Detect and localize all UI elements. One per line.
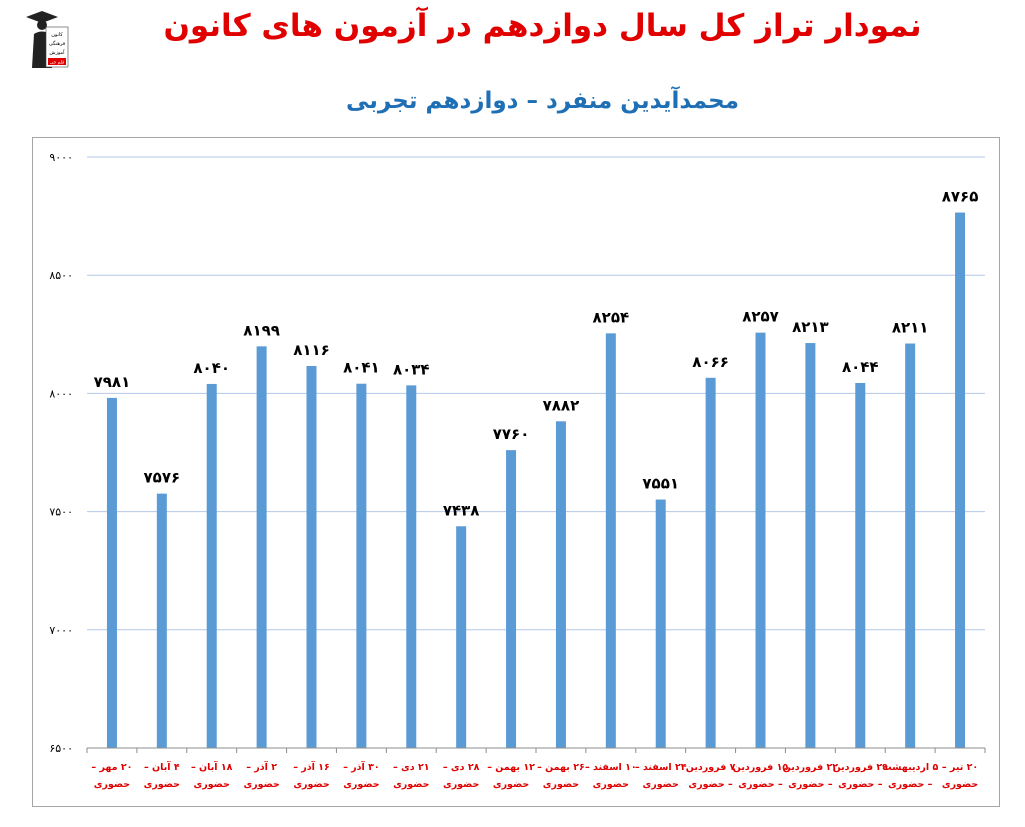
y-tick-label: ۷۰۰۰ — [49, 624, 73, 637]
y-tick-label: ۹۰۰۰ — [49, 151, 73, 164]
x-category-label: ۳۰ آذر – — [343, 760, 380, 773]
data-label: ۸۲۱۱ — [892, 319, 929, 337]
x-category-label: حضوری — [94, 779, 130, 790]
bar — [206, 383, 217, 748]
x-category-label: حضوری — [293, 779, 329, 790]
bar — [705, 377, 716, 748]
gridlines — [87, 156, 985, 749]
kanoon-logo: کانون فرهنگی آموزش قلم چی — [22, 8, 70, 74]
x-category-label: ۲۹ فروردین — [833, 762, 889, 773]
bar — [955, 212, 966, 748]
bar — [905, 343, 916, 748]
x-category-label: حضوری — [593, 779, 629, 790]
x-category-label: ۲۶ بهمن – — [537, 762, 585, 773]
bar — [456, 526, 467, 748]
data-label: ۸۰۶۶ — [692, 353, 729, 371]
bar — [256, 346, 267, 748]
data-label: ۸۰۳۴ — [393, 360, 430, 378]
bars — [106, 212, 966, 748]
x-category-label: حضوری — [443, 779, 479, 790]
x-category-label: حضوری — [393, 779, 429, 790]
x-category-label: حضوری — [643, 779, 679, 790]
x-category-label: ۱۵ فروردین — [733, 762, 789, 773]
bar — [655, 499, 666, 748]
x-category-label: – حضوری — [788, 779, 833, 790]
bar — [156, 493, 167, 748]
x-axis-categories: ۲۰ مهر – حضوری ۴ آبان – حضوری ۱۸ آبان – حضوری… — [86, 748, 986, 790]
bar — [555, 421, 566, 748]
bar — [506, 450, 517, 748]
x-category-label: ۱۶ آذر – — [293, 760, 330, 773]
x-category-label: ۲۱ دی – — [393, 762, 430, 773]
x-category-label: – حضوری — [838, 779, 883, 790]
data-label: ۷۹۸۱ — [94, 373, 131, 391]
data-label: ۸۰۴۰ — [193, 359, 230, 377]
data-label: ۷۵۷۶ — [144, 469, 181, 487]
y-tick-label: ۸۰۰۰ — [49, 387, 73, 400]
x-category-label: حضوری — [243, 779, 279, 790]
bar — [855, 382, 866, 748]
x-category-label: – حضوری — [738, 779, 783, 790]
y-axis-ticks: ۶۵۰۰ ۷۰۰۰ ۷۵۰۰ ۸۰۰۰ ۸۵۰۰ ۹۰۰۰ — [49, 151, 73, 755]
x-category-label: ۱۲ بهمن – — [487, 762, 535, 773]
x-category-label: حضوری — [144, 779, 180, 790]
x-category-label: ۱۸ آبان – — [191, 760, 233, 773]
bar — [306, 365, 317, 748]
data-label: ۸۰۴۴ — [842, 358, 879, 376]
x-category-label: ۱۰ اسفند – — [585, 762, 637, 773]
data-label: ۸۷۶۵ — [942, 188, 979, 206]
data-label: ۸۱۱۶ — [293, 341, 330, 359]
x-category-label: حضوری — [343, 779, 379, 790]
x-category-label: ۲۲ فروردین — [783, 762, 839, 773]
chart-frame — [32, 137, 1000, 807]
x-category-label: – حضوری — [888, 779, 933, 790]
data-label: ۷۷۶۰ — [493, 425, 530, 443]
logo-text-3: آموزش — [49, 49, 65, 56]
x-category-label: ۵ اردیبهشت — [882, 762, 938, 773]
logo-text-4: قلم چی — [50, 61, 65, 66]
x-category-label: ۴ آبان – — [144, 760, 180, 773]
x-category-label: حضوری — [543, 779, 579, 790]
bar — [805, 343, 816, 748]
data-label: ۷۴۳۸ — [443, 501, 480, 519]
logo-text-2: فرهنگی — [49, 40, 66, 47]
x-category-label: ۲۰ مهر – — [91, 762, 132, 773]
bar — [406, 385, 417, 748]
data-label: ۸۲۱۳ — [792, 318, 829, 336]
logo-graphic: کانون فرهنگی آموزش قلم چی — [26, 11, 69, 68]
x-category-label: حضوری — [194, 779, 230, 790]
data-label: ۸۰۴۱ — [343, 359, 380, 377]
x-category-label: حضوری — [493, 779, 529, 790]
logo-text-1: کانون — [51, 32, 63, 38]
bar — [356, 383, 367, 748]
x-category-label: ۲۰ تیر – — [942, 762, 978, 773]
chart-title: نمودار تراز کل سال دوازدهم در آزمون های … — [163, 8, 922, 44]
x-category-label: حضوری — [942, 779, 978, 790]
x-category-label: – حضوری — [688, 779, 733, 790]
data-label: ۸۲۵۷ — [742, 308, 779, 326]
chart-subtitle: محمدآیدین منفرد – دوازدهم تجربی — [346, 88, 739, 114]
x-category-label: ۷ فروردین — [686, 762, 736, 773]
data-label: ۸۱۹۹ — [243, 321, 280, 339]
bar — [106, 397, 117, 748]
y-tick-label: ۶۵۰۰ — [49, 742, 73, 755]
x-category-label: ۲۸ دی – — [443, 762, 480, 773]
y-tick-label: ۸۵۰۰ — [49, 269, 73, 282]
data-label: ۷۵۵۱ — [642, 475, 679, 493]
data-label: ۷۸۸۲ — [543, 396, 580, 414]
bar — [605, 333, 616, 748]
data-label: ۸۲۵۴ — [593, 308, 630, 326]
bar — [755, 332, 766, 748]
data-labels: ۷۹۸۱ ۷۵۷۶ ۸۰۴۰ ۸۱۹۹ ۸۱۱۶ ۸۰۴۱ ۸۰۳۴ ۷۴۳۸ ۷۷۶۰ ۷۸۸۲… — [94, 188, 979, 520]
x-category-label: ۲ آذر – — [246, 760, 277, 773]
y-tick-label: ۷۵۰۰ — [49, 506, 73, 519]
x-category-label: ۲۴ اسفند – — [635, 762, 687, 773]
